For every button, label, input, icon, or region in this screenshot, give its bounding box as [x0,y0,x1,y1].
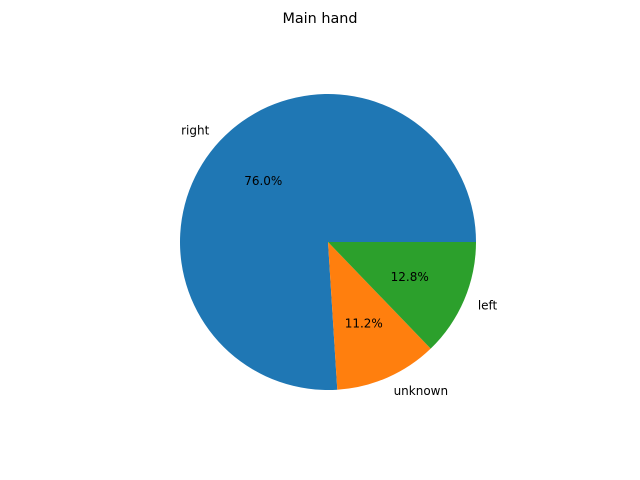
slice-percent-right: 76.0% [244,174,282,188]
slice-percent-left: 12.8% [391,270,429,284]
slice-label-left: left [478,299,498,313]
pie-labels: right 76.0% unknown 11.2% left 12.8% [181,124,497,398]
slice-label-unknown: unknown [394,384,449,398]
pie-slice-unknown [328,242,431,390]
pie-slice-left [328,242,476,349]
slice-label-right: right [181,124,209,138]
pie-slices [180,94,476,390]
slice-percent-unknown: 11.2% [345,316,383,330]
chart-title: Main hand [282,11,357,27]
